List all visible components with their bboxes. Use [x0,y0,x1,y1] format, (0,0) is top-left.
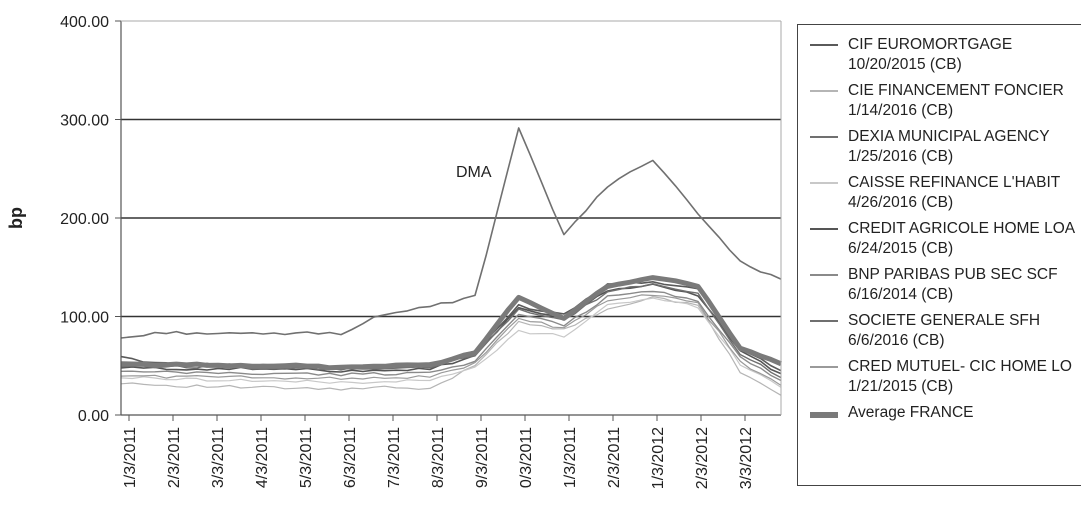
series-line [120,127,782,339]
x-tick-label: 2/3/2011 [606,427,623,488]
legend-label: CRED MUTUEL- CIC HOME LO 1/21/2015 (CB) [848,358,1072,395]
legend-label: SOCIETE GENERALE SFH 6/6/2016 (CB) [848,312,1041,349]
y-tick-label: 300.00 [60,113,109,130]
legend-swatch [810,182,838,184]
y-tick-label: 200.00 [60,211,109,228]
legend-item: DEXIA MUNICIPAL AGENCY 1/25/2016 (CB) [810,127,1081,167]
x-tick-label: 6/3/2011 [342,427,359,488]
y-ticks: 0.00 100.00 200.00 300.00 400.00 [60,14,121,425]
y-tick-label: 400.00 [60,14,109,31]
legend-label: CIE FINANCEMENT FONCIER 1/14/2016 (CB) [848,82,1064,119]
x-tick-label: 4/3/2011 [254,427,271,488]
legend-label: Average FRANCE [848,404,974,421]
x-tick-label: 5/3/2011 [298,427,315,488]
legend-item: CIF EUROMORTGAGE 10/20/2015 (CB) [810,35,1081,75]
legend-swatch [810,90,838,92]
legend-item: SOCIETE GENERALE SFH 6/6/2016 (CB) [810,311,1081,351]
series-line [120,275,782,371]
x-tick-label: 1/3/2011 [122,427,139,488]
legend-item: BNP PARIBAS PUB SEC SCF 6/16/2014 (CB) [810,265,1081,305]
x-tick-label: 9/3/2011 [474,427,491,488]
axes [120,20,782,416]
legend-item: Average FRANCE [810,403,1081,423]
legend-swatch [810,366,838,368]
legend-swatch [810,412,838,418]
x-tick-label: 1/3/2012 [650,427,667,489]
x-tick-label: 0/3/2011 [518,427,535,488]
series-line [120,294,782,386]
legend-item: CRED MUTUEL- CIC HOME LO 1/21/2015 (CB) [810,357,1081,397]
x-ticks: 1/3/2011 2/3/2011 3/3/2011 4/3/2011 5/3/2011… [122,415,755,489]
legend-swatch [810,274,838,276]
series-line [120,283,782,375]
legend-swatch [810,228,838,230]
x-tick-label: 7/3/2011 [386,427,403,488]
x-tick-label: 2/3/2011 [166,427,183,488]
x-tick-label: 2/3/2012 [694,427,711,489]
x-tick-label: 1/3/2011 [562,427,579,488]
y-axis-label: bp [6,207,26,229]
legend-label: CIF EUROMORTGAGE 10/20/2015 (CB) [848,36,1013,73]
x-tick-label: 3/3/2012 [738,427,755,489]
x-tick-label: 3/3/2011 [210,427,227,488]
legend-item: CIE FINANCEMENT FONCIER 1/14/2016 (CB) [810,81,1081,121]
y-tick-label: 0.00 [78,408,109,425]
legend-swatch [810,44,838,46]
series-line [120,297,782,388]
series-layer [120,127,782,396]
grid-lines [121,118,781,318]
y-tick-label: 100.00 [60,310,109,327]
dma-annotation: DMA [456,164,492,181]
legend-label: BNP PARIBAS PUB SEC SCF 6/16/2014 (CB) [848,266,1058,303]
legend-swatch [810,136,838,138]
legend: CIF EUROMORTGAGE 10/20/2015 (CB) CIE FINA… [797,24,1081,486]
legend-item: CAISSE REFINANCE L'HABIT 4/26/2016 (CB) [810,173,1081,213]
x-tick-label: 8/3/2011 [430,427,447,488]
legend-label: CAISSE REFINANCE L'HABIT 4/26/2016 (CB) [848,174,1060,211]
legend-label: DEXIA MUNICIPAL AGENCY 1/25/2016 (CB) [848,128,1050,165]
line-chart: 0.00 100.00 200.00 300.00 400.00 1/3/2011 2/3… [6,14,782,489]
series-line [120,290,782,382]
legend-swatch [810,320,838,322]
legend-label: CREDIT AGRICOLE HOME LOA 6/24/2015 (CB) [848,220,1075,257]
legend-item: CREDIT AGRICOLE HOME LOA 6/24/2015 (CB) [810,219,1081,259]
